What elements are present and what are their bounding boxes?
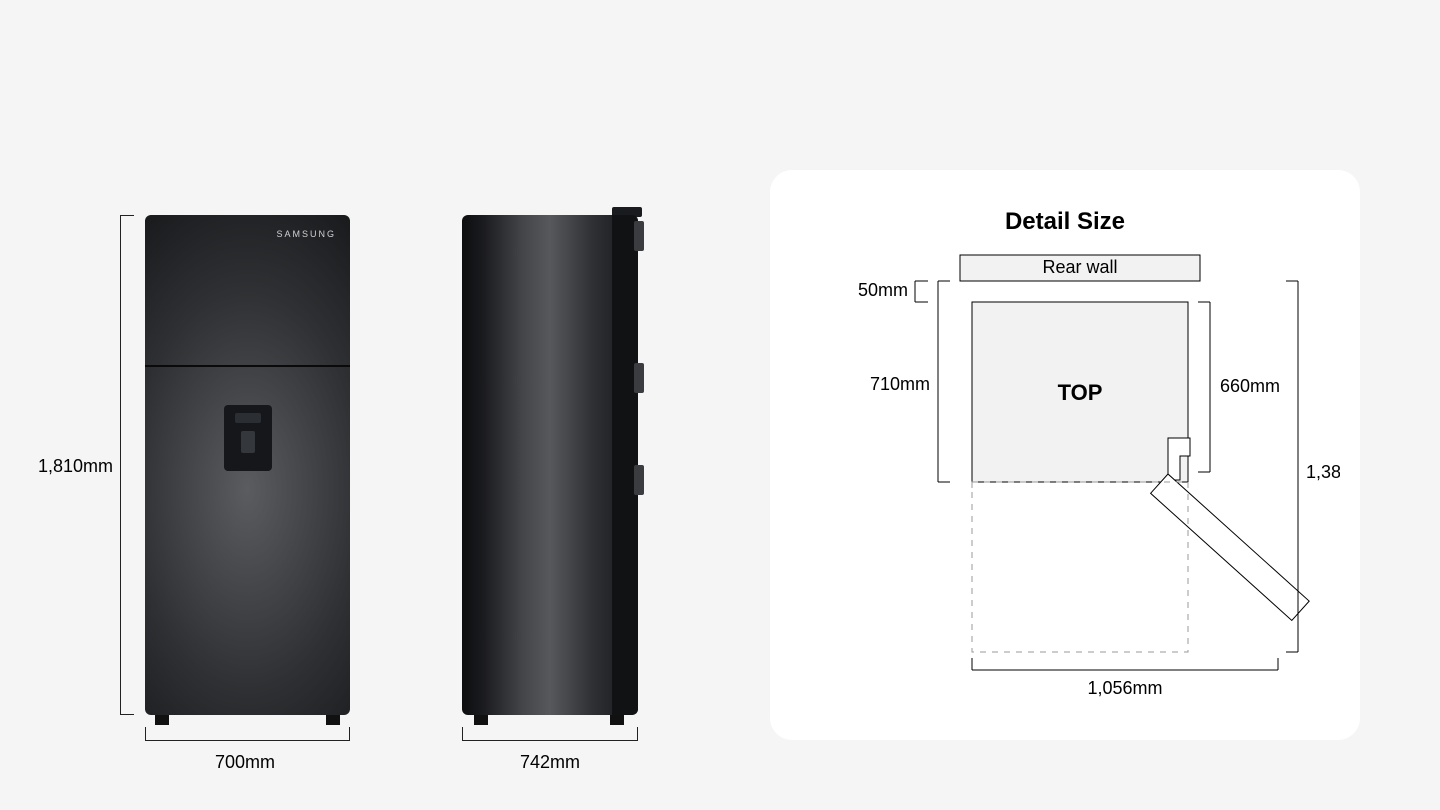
water-dispenser — [224, 405, 272, 471]
detail-size-panel: Detail Size Rear wall 50mm TOP — [770, 170, 1360, 740]
detail-top-diagram: Rear wall 50mm TOP 710mm — [810, 250, 1340, 730]
foot-left — [474, 715, 488, 725]
hinge-icon — [634, 363, 644, 393]
dim-front-width-cap-l — [145, 727, 146, 740]
dim-height-label: 1,810mm — [38, 456, 113, 477]
front-view: SAMSUNG — [145, 215, 350, 715]
side-view — [462, 215, 638, 715]
depth660-label: 660mm — [1220, 376, 1280, 396]
dim-side-width-label: 742mm — [520, 752, 580, 773]
fridge-front-render: SAMSUNG — [145, 215, 350, 715]
gap-label: 50mm — [858, 280, 908, 300]
depth710-label: 710mm — [870, 374, 930, 394]
hinge-icon — [634, 465, 644, 495]
foot-right — [610, 715, 624, 725]
width1056-label: 1,056mm — [1087, 678, 1162, 698]
fridge-side-render — [462, 215, 638, 715]
dim-front-width-label: 700mm — [215, 752, 275, 773]
dim-side-width-line — [462, 740, 638, 741]
door-split — [145, 365, 350, 367]
rear-wall-label: Rear wall — [1042, 257, 1117, 277]
spec-diagram: SAMSUNG 1,810mm 700mm 742mm Detail Size — [0, 0, 1440, 810]
dim-height-cap-top — [120, 215, 134, 216]
door-sweep-footprint — [972, 482, 1188, 652]
hinge-icon — [634, 221, 644, 251]
brand-label: SAMSUNG — [276, 229, 336, 239]
foot-right — [326, 715, 340, 725]
top-label: TOP — [1058, 380, 1103, 405]
dim-front-width-line — [145, 740, 350, 741]
open-door — [1151, 474, 1310, 620]
dim-side-width-cap-r — [637, 727, 638, 740]
dim-height-line — [120, 215, 121, 715]
detail-title: Detail Size — [770, 170, 1360, 236]
dim-side-width-cap-l — [462, 727, 463, 740]
depth1383-label: 1,383mm — [1306, 462, 1340, 482]
foot-left — [155, 715, 169, 725]
dim-height-cap-bot — [120, 714, 134, 715]
dim-front-width-cap-r — [349, 727, 350, 740]
